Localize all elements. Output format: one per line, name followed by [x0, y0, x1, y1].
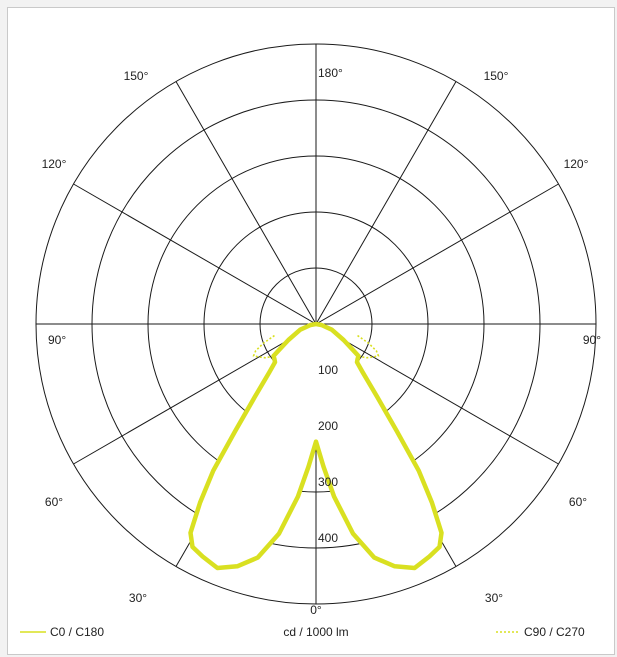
angle-label: 150° — [124, 69, 149, 83]
angle-label: 30° — [129, 591, 147, 605]
angle-label: 120° — [564, 157, 589, 171]
radial-tick-label: 100 — [318, 363, 338, 377]
legend-label-c0-c180: C0 / C180 — [50, 625, 104, 639]
chart-frame: 100 200 300 400 0° 30° 30° 60° 60° 90° 90° 120° 120… — [7, 7, 615, 655]
radial-tick-label: 300 — [318, 475, 338, 489]
unit-label: cd / 1000 lm — [283, 625, 348, 639]
angle-labels: 0° 30° 30° 60° 60° 90° 90° 120° 120° 150° 150° 180°… — [42, 66, 602, 639]
angle-label: 120° — [42, 157, 67, 171]
radial-tick-label: 200 — [318, 419, 338, 433]
angle-label: 0° — [310, 603, 322, 617]
curve-fill-0 — [190, 324, 442, 568]
angle-label: 90° — [48, 333, 66, 347]
polar-chart: 100 200 300 400 0° 30° 30° 60° 60° 90° 90° 120° 120… — [20, 43, 602, 639]
intensity-curves — [188, 321, 444, 571]
angle-label: 90° — [583, 333, 601, 347]
legend-label-c90-c270: C90 / C270 — [524, 625, 585, 639]
angle-label: 150° — [484, 69, 509, 83]
curve-line-c90-c270-left — [252, 334, 276, 359]
angle-label: 60° — [45, 495, 63, 509]
angle-label: 60° — [569, 495, 587, 509]
angle-label: 30° — [485, 591, 503, 605]
legend: C0 / C180 C90 / C270 — [20, 625, 585, 639]
curve-line-c90-c270-right — [356, 334, 380, 359]
angle-label: 180° — [318, 66, 343, 80]
radial-tick-label: 400 — [318, 531, 338, 545]
radial-tick-labels: 100 200 300 400 — [318, 363, 338, 545]
curve-line-c0-c180 — [188, 321, 444, 571]
